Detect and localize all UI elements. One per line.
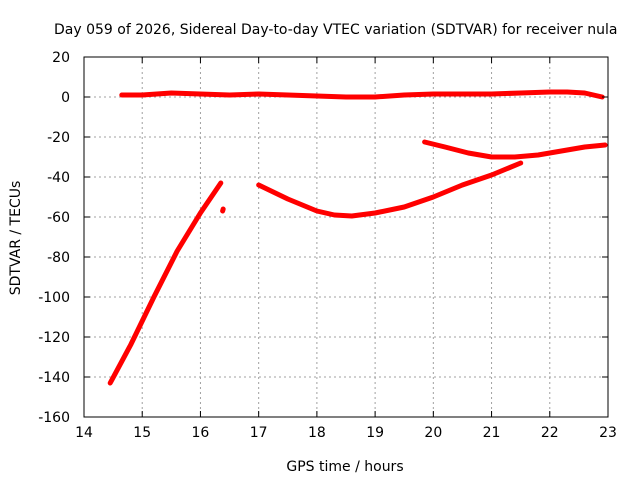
x-axis-label: GPS time / hours [286,459,403,475]
x-tick-label: 17 [250,425,268,441]
y-tick-label: -60 [47,210,70,226]
x-tick-label: 20 [424,425,442,441]
data-series-segment-2 [220,206,226,214]
y-tick-label: 0 [61,90,70,106]
data-series-segment-5 [422,139,608,160]
x-tick-label: 18 [308,425,326,441]
x-tick-label: 22 [541,425,559,441]
y-tick-label: -120 [38,330,70,346]
x-tick-label: 19 [366,425,384,441]
x-tick-label: 21 [483,425,501,441]
y-tick-label: -40 [47,170,70,186]
x-tick-label: 23 [599,425,617,441]
y-tick-label: -80 [47,250,70,266]
data-series-segment-3 [119,89,605,100]
y-tick-label: -20 [47,130,70,146]
plot-area [107,89,608,386]
y-tick-label: -160 [38,410,70,426]
x-tick-label: 14 [75,425,93,441]
y-tick-label: -100 [38,290,70,306]
y-tick-label: -140 [38,370,70,386]
chart-title: Day 059 of 2026, Sidereal Day-to-day VTE… [54,22,617,38]
x-tick-label: 16 [192,425,210,441]
x-tick-label: 15 [133,425,151,441]
data-series-segment-4 [256,160,524,219]
y-axis-label: SDTVAR / TECUs [8,181,24,296]
plot-frame [83,56,609,418]
axis-ticks: 14 15 16 17 18 19 20 21 22 23 20 0 -20 -40 -60 -80 -100 -… [38,50,617,441]
data-series-segment-1 [107,180,224,386]
y-tick-label: 20 [52,50,70,66]
